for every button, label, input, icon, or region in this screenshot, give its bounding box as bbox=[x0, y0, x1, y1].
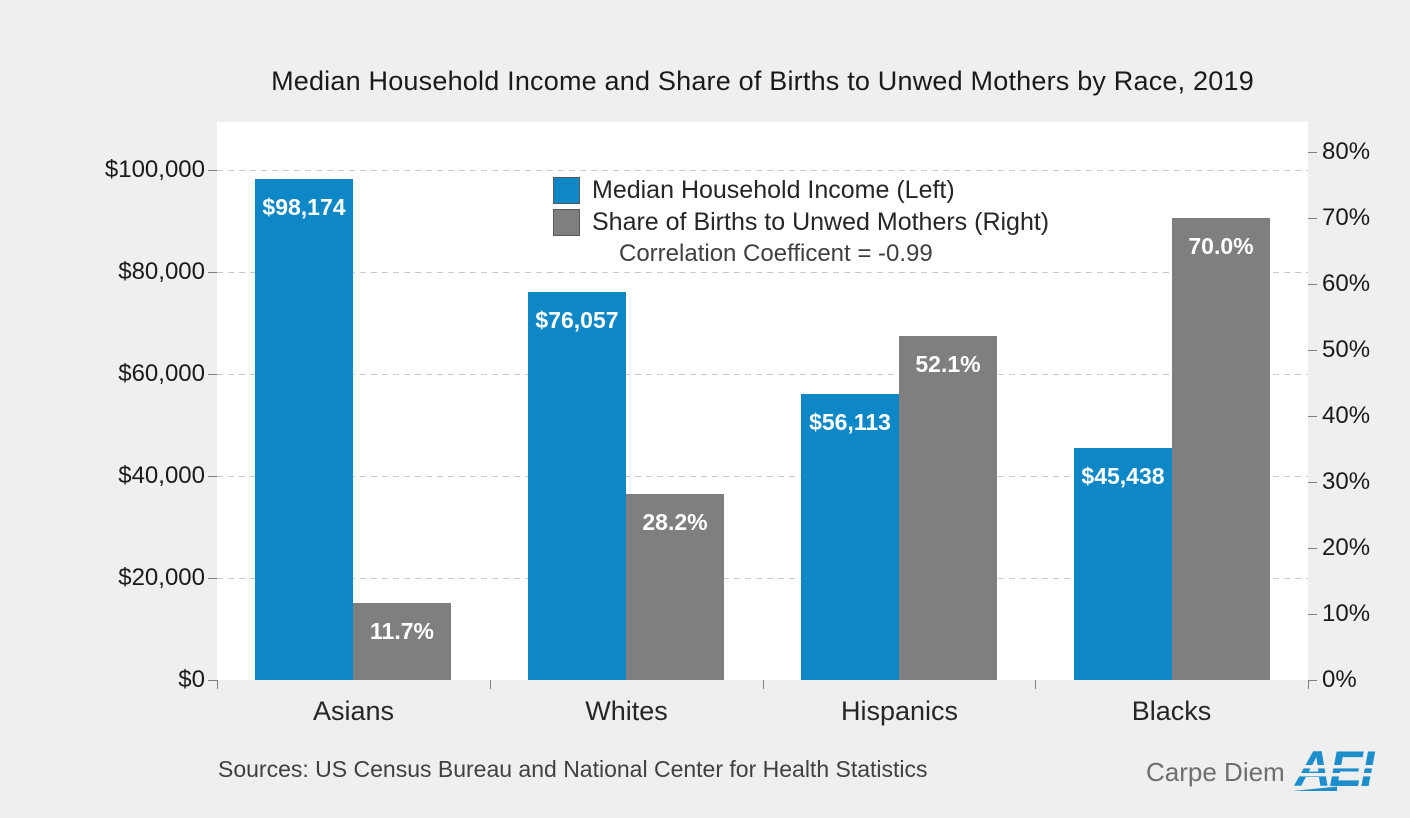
carpe-diem-label: Carpe Diem bbox=[1146, 757, 1285, 787]
bar-unwed-whites: 28.2% bbox=[626, 494, 724, 680]
legend-label-unwed: Share of Births to Unwed Mothers (Right) bbox=[592, 207, 1050, 236]
bar-income-asians: $98,174 bbox=[255, 179, 353, 680]
x-axis-tick bbox=[490, 680, 491, 689]
bar-value-label: $45,438 bbox=[1081, 463, 1165, 489]
left-axis-tick-label: $80,000 bbox=[118, 258, 205, 285]
right-axis-tick-label: 40% bbox=[1322, 402, 1371, 429]
left-axis-tick-label: $100,000 bbox=[104, 156, 205, 183]
gridline bbox=[217, 170, 1308, 171]
left-axis-tick bbox=[208, 170, 217, 171]
category-label: Asians bbox=[312, 696, 395, 726]
left-axis-tick bbox=[208, 272, 217, 273]
left-axis-tick bbox=[208, 680, 217, 681]
category-label: Whites bbox=[585, 696, 668, 726]
right-axis-tick bbox=[1308, 350, 1317, 351]
right-axis-tick bbox=[1308, 680, 1317, 681]
x-axis-tick bbox=[1035, 680, 1036, 689]
right-axis-tick bbox=[1308, 482, 1317, 483]
bar-income-blacks: $45,438 bbox=[1074, 448, 1172, 680]
right-axis-tick bbox=[1308, 152, 1317, 153]
right-axis-tick bbox=[1308, 416, 1317, 417]
bar-value-label: 11.7% bbox=[370, 618, 434, 644]
right-axis-tick-label: 0% bbox=[1322, 666, 1357, 693]
right-axis-tick-label: 80% bbox=[1322, 138, 1371, 165]
bar-income-whites: $76,057 bbox=[528, 292, 626, 680]
bar-income-hispanics: $56,113 bbox=[801, 394, 899, 680]
right-axis-tick bbox=[1308, 284, 1317, 285]
left-axis-tick bbox=[208, 476, 217, 477]
bar-value-label: 52.1% bbox=[915, 351, 981, 377]
bar-value-label: $76,057 bbox=[535, 307, 619, 333]
bar-value-label: $56,113 bbox=[809, 409, 891, 435]
carpe-diem-aei-logo: Carpe Diem AEI bbox=[1146, 744, 1393, 796]
gridline bbox=[217, 476, 1308, 477]
bar-value-label: $98,174 bbox=[262, 194, 346, 220]
category-label: Hispanics bbox=[840, 696, 959, 726]
legend-item-income: Median Household Income (Left) bbox=[553, 174, 1049, 206]
legend-item-unwed: Share of Births to Unwed Mothers (Right) bbox=[553, 206, 1049, 238]
left-axis-tick bbox=[208, 374, 217, 375]
legend-label-income: Median Household Income (Left) bbox=[592, 175, 955, 204]
income-swatch-icon bbox=[553, 176, 580, 204]
right-axis-tick bbox=[1308, 218, 1317, 219]
bar-unwed-asians: 11.7% bbox=[353, 603, 451, 680]
gridline bbox=[217, 272, 1308, 273]
correlation-annotation: Correlation Coefficent = -0.99 bbox=[619, 240, 933, 267]
aei-logo-icon: AEI bbox=[1292, 744, 1391, 796]
right-axis-tick bbox=[1308, 614, 1317, 615]
right-axis-tick-label: 70% bbox=[1322, 204, 1371, 231]
gridline bbox=[217, 374, 1308, 375]
left-axis-tick-label: $20,000 bbox=[118, 564, 205, 591]
unwed-swatch-icon bbox=[553, 208, 580, 236]
bar-unwed-blacks: 70.0% bbox=[1172, 218, 1270, 680]
right-axis-tick-label: 10% bbox=[1322, 600, 1371, 627]
x-axis-tick bbox=[217, 680, 218, 689]
plot-area: Median Household Income (Left) Share of … bbox=[217, 122, 1308, 680]
sources-note: Sources: US Census Bureau and National C… bbox=[218, 756, 928, 782]
bar-unwed-hispanics: 52.1% bbox=[899, 336, 997, 680]
x-axis-tick bbox=[1308, 680, 1309, 689]
right-axis-tick-label: 60% bbox=[1322, 270, 1371, 297]
bar-value-label: 70.0% bbox=[1188, 233, 1254, 259]
right-axis-tick-label: 30% bbox=[1322, 468, 1371, 495]
left-axis-tick-label: $0 bbox=[178, 666, 205, 693]
left-axis-tick bbox=[208, 578, 217, 579]
right-axis-tick-label: 50% bbox=[1322, 336, 1371, 363]
left-axis-tick-label: $40,000 bbox=[118, 462, 205, 489]
x-axis-tick bbox=[763, 680, 764, 689]
bar-value-label: 28.2% bbox=[642, 509, 708, 535]
legend: Median Household Income (Left) Share of … bbox=[553, 174, 1049, 268]
right-axis-tick-label: 20% bbox=[1322, 534, 1371, 561]
gridline bbox=[217, 578, 1308, 579]
chart-title: Median Household Income and Share of Bir… bbox=[271, 66, 1254, 96]
left-axis-tick-label: $60,000 bbox=[118, 360, 205, 387]
right-axis-tick bbox=[1308, 548, 1317, 549]
category-label: Blacks bbox=[1131, 696, 1212, 726]
